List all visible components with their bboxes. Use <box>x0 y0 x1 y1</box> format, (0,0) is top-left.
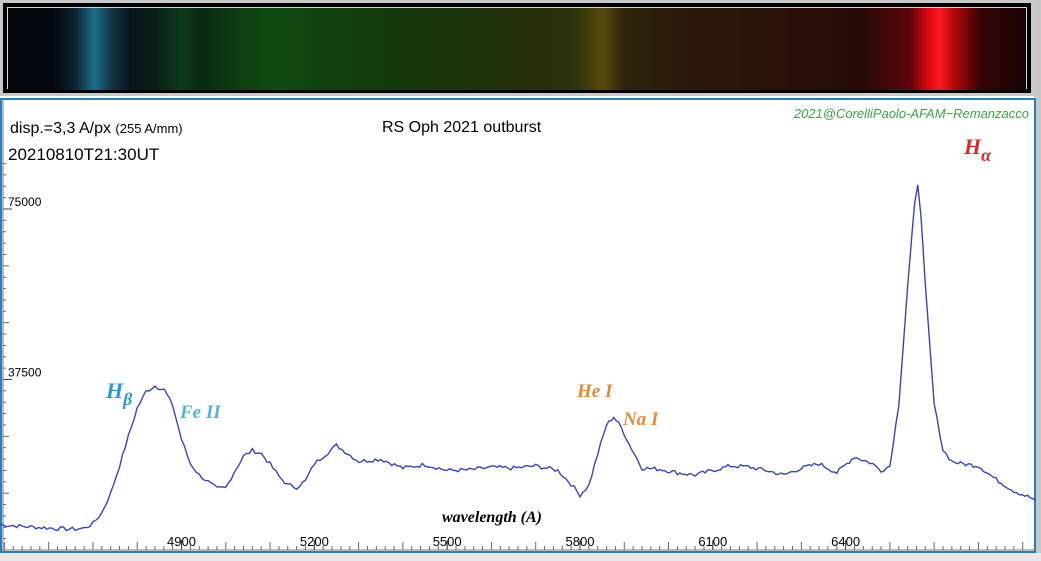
annotation-h-alpha: Hα <box>963 134 992 165</box>
x-tick-label: 4900 <box>167 534 196 549</box>
y-tick-layer: 37500 75000 <box>3 195 42 380</box>
minor-ticks <box>3 163 1024 550</box>
y-tick-label: 75000 <box>8 195 42 209</box>
credit-label: 2021@CorelliPaolo-AFAM−Remanzacco <box>793 106 1029 121</box>
annotation-h-beta: Hβ <box>105 378 133 409</box>
window-bottom-border <box>0 553 1041 561</box>
annotation-layer: Hβ Fe II He I Na I Hα <box>105 134 992 430</box>
annotation-he-i: He I <box>576 381 613 402</box>
spectrum-image-inner <box>7 7 1027 90</box>
chart-title: RS Oph 2021 outburst <box>382 119 542 136</box>
dispersion-value: disp.=3,3 A/px <box>10 120 111 137</box>
axis-layer <box>2 100 1034 551</box>
x-tick-label: 6400 <box>831 534 860 549</box>
spectrum-line-series <box>0 184 1037 532</box>
dispersion-mm-value: (255 A/mm) <box>115 121 183 136</box>
annotation-na-i: Na I <box>622 409 659 430</box>
spectrum-gradient <box>8 8 1026 90</box>
x-tick-label: 5800 <box>566 534 595 549</box>
x-tick-label: 5500 <box>433 534 462 549</box>
x-axis-title: wavelength (A) <box>442 509 542 526</box>
observation-date: 20210810T21:30UT <box>8 145 160 164</box>
x-tick-label: 6100 <box>698 534 727 549</box>
x-tick-label: 5200 <box>300 534 329 549</box>
annotation-fe-ii: Fe II <box>179 402 221 423</box>
window-right-border <box>1034 0 1041 561</box>
dispersion-label: disp.=3,3 A/px (255 A/mm) <box>10 120 183 138</box>
spectrum-image-strip <box>0 0 1034 96</box>
plot-frame <box>0 98 1036 553</box>
x-tick-layer: 4900 5200 5500 5800 6100 6400 <box>167 534 860 550</box>
y-tick-label: 37500 <box>8 366 42 380</box>
